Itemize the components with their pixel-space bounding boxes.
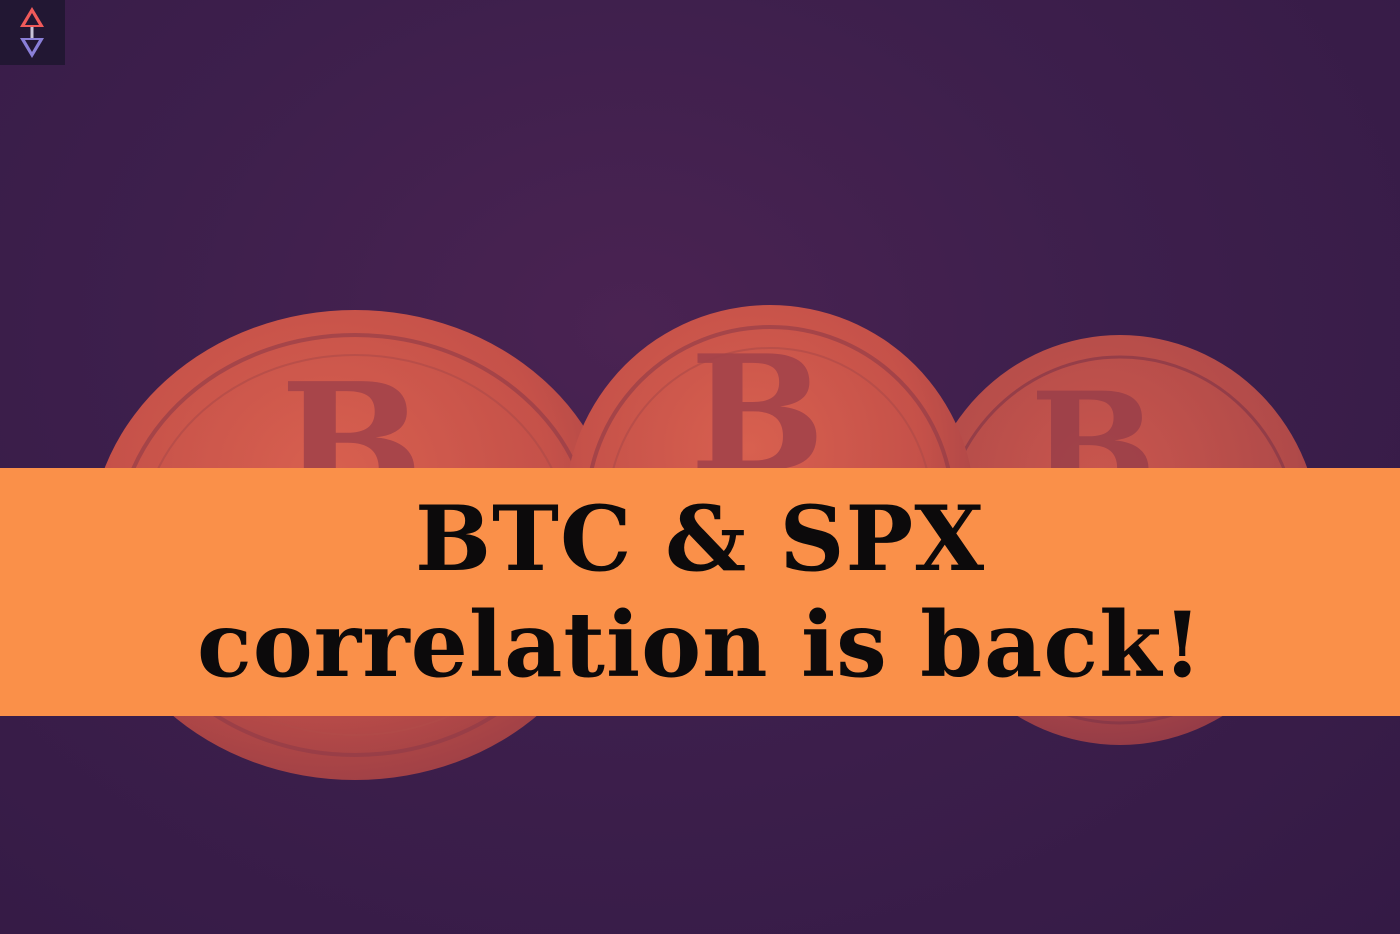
arrows-up-down-logo-icon xyxy=(20,7,44,58)
headline-line-1: BTC & SPX xyxy=(414,486,986,592)
headline-line-2: correlation is back! xyxy=(196,592,1204,698)
headline-banner: BTC & SPX correlation is back! xyxy=(0,468,1400,716)
logo xyxy=(0,0,65,65)
